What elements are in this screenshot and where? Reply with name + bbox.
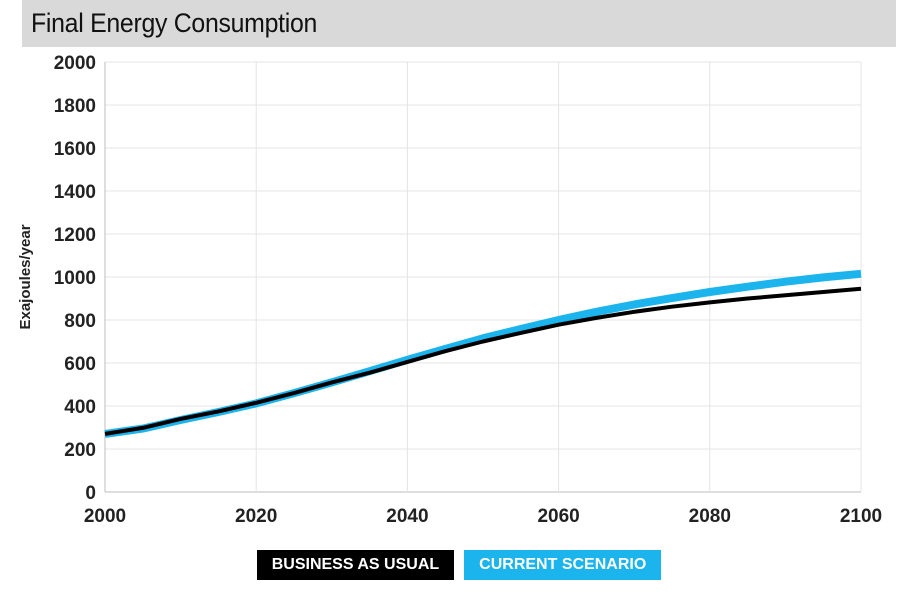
line-chart: 0 200 400 600 800 1000 1200 1400 1600 1800 2000 20…	[17, 53, 882, 527]
y-tick-label: 1800	[54, 96, 96, 117]
x-tick-label: 2020	[235, 506, 277, 527]
legend: BUSINESS AS USUAL CURRENT SCENARIO	[0, 550, 918, 580]
x-axis-ticks: 2000 2020 2040 2060 2080 2100	[84, 506, 882, 527]
x-tick-label: 2060	[537, 506, 579, 527]
y-tick-label: 200	[64, 440, 96, 461]
y-tick-label: 800	[64, 311, 96, 332]
x-tick-label: 2100	[840, 506, 882, 527]
y-tick-label: 1400	[54, 182, 96, 203]
x-tick-label: 2000	[84, 506, 126, 527]
x-tick-label: 2080	[689, 506, 731, 527]
y-tick-label: 1200	[54, 225, 96, 246]
y-axis-label: Exajoules/year	[17, 224, 34, 329]
series-line-business-as-usual	[104, 286, 862, 436]
x-tick-label: 2040	[386, 506, 428, 527]
y-tick-label: 600	[64, 354, 96, 375]
y-tick-label: 0	[85, 483, 96, 504]
y-tick-label: 1600	[54, 139, 96, 160]
chart-title: Final Energy Consumption	[31, 8, 318, 38]
series-lines	[104, 269, 862, 438]
title-bar: Final Energy Consumption	[22, 0, 896, 47]
legend-current-scenario[interactable]: CURRENT SCENARIO	[464, 550, 662, 580]
y-tick-label: 400	[64, 397, 96, 418]
grid-lines	[104, 61, 862, 493]
y-tick-label: 2000	[54, 53, 96, 74]
y-tick-label: 1000	[54, 268, 96, 289]
y-axis-ticks: 0 200 400 600 800 1000 1200 1400 1600 1800 2000	[54, 53, 96, 504]
legend-business-as-usual[interactable]: BUSINESS AS USUAL	[256, 550, 455, 580]
